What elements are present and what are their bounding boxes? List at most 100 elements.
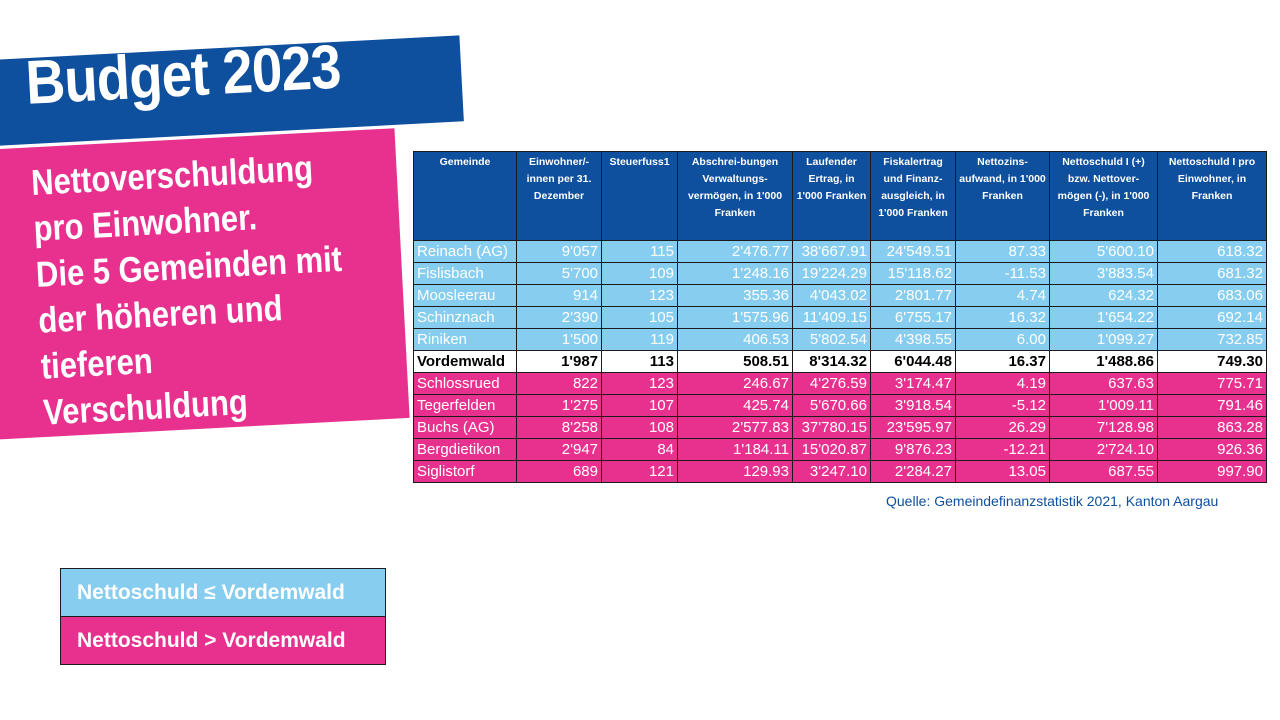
value-cell: 38'667.91 (792, 240, 871, 263)
value-cell: 4'043.02 (792, 284, 871, 307)
value-cell: 2'390 (516, 306, 602, 329)
value-cell: 3'883.54 (1049, 262, 1158, 285)
value-cell: 23'595.97 (870, 416, 956, 439)
value-cell: 7'128.98 (1049, 416, 1158, 439)
value-cell: 4'276.59 (792, 372, 871, 395)
value-cell: 6'755.17 (870, 306, 956, 329)
table-row: Riniken 1'500 119 406.53 5'802.54 4'398.55 6.0… (413, 328, 1267, 351)
value-cell: 84 (601, 438, 678, 461)
value-cell: 13.05 (955, 460, 1050, 483)
table-body: Reinach (AG) 9'057 115 2'476.77 38'667.91 24'… (413, 240, 1267, 483)
column-header: Einwohner/-innen per 31. Dezember (516, 151, 602, 241)
table-row: Moosleerau 914 123 355.36 4'043.02 2'801.77 4.… (413, 284, 1267, 307)
value-cell: 246.67 (677, 372, 793, 395)
value-cell: 1'488.86 (1049, 350, 1158, 373)
municipality-cell: Vordemwald (413, 350, 517, 373)
value-cell: 2'724.10 (1049, 438, 1158, 461)
value-cell: 508.51 (677, 350, 793, 373)
value-cell: 105 (601, 306, 678, 329)
value-cell: 3'174.47 (870, 372, 956, 395)
legend: Nettoschuld ≤ Vordemwald Nettoschuld > V… (60, 568, 386, 665)
municipality-cell: Moosleerau (413, 284, 517, 307)
municipality-cell: Reinach (AG) (413, 240, 517, 263)
value-cell: 115 (601, 240, 678, 263)
value-cell: 2'947 (516, 438, 602, 461)
value-cell: 692.14 (1157, 306, 1267, 329)
value-cell: 1'500 (516, 328, 602, 351)
value-cell: -11.53 (955, 262, 1050, 285)
value-cell: 3'918.54 (870, 394, 956, 417)
value-cell: 791.46 (1157, 394, 1267, 417)
value-cell: 121 (601, 460, 678, 483)
value-cell: 8'258 (516, 416, 602, 439)
value-cell: 689 (516, 460, 602, 483)
table-row: Reinach (AG) 9'057 115 2'476.77 38'667.91 24'… (413, 240, 1267, 263)
column-header: Steuerfuss1 (601, 151, 678, 241)
value-cell: 863.28 (1157, 416, 1267, 439)
column-header: Nettoschuld I (+) bzw. Nettover-mögen (-… (1049, 151, 1158, 241)
municipality-cell: Tegerfelden (413, 394, 517, 417)
value-cell: 2'577.83 (677, 416, 793, 439)
table-row: Buchs (AG) 8'258 108 2'577.83 37'780.15 23'59… (413, 416, 1267, 439)
table-row: Bergdietikon 2'947 84 1'184.11 15'020.87 9'87… (413, 438, 1267, 461)
value-cell: 107 (601, 394, 678, 417)
value-cell: 19'224.29 (792, 262, 871, 285)
municipality-cell: Fislisbach (413, 262, 517, 285)
municipality-cell: Buchs (AG) (413, 416, 517, 439)
value-cell: -12.21 (955, 438, 1050, 461)
value-cell: 109 (601, 262, 678, 285)
table-row: Schinznach 2'390 105 1'575.96 11'409.15 6'755… (413, 306, 1267, 329)
value-cell: 9'057 (516, 240, 602, 263)
municipality-cell: Riniken (413, 328, 517, 351)
value-cell: 1'184.11 (677, 438, 793, 461)
budget-table: Gemeinde Einwohner/-innen per 31. Dezemb… (413, 151, 1267, 483)
value-cell: 926.36 (1157, 438, 1267, 461)
value-cell: 1'987 (516, 350, 602, 373)
column-header: Nettoschuld I pro Einwohner, in Franken (1157, 151, 1267, 241)
value-cell: 123 (601, 372, 678, 395)
value-cell: 1'575.96 (677, 306, 793, 329)
value-cell: 618.32 (1157, 240, 1267, 263)
value-cell: 2'476.77 (677, 240, 793, 263)
column-header: Fiskalertrag und Finanz-ausgleich, in 1'… (870, 151, 956, 241)
value-cell: 683.06 (1157, 284, 1267, 307)
value-cell: 687.55 (1049, 460, 1158, 483)
value-cell: 997.90 (1157, 460, 1267, 483)
value-cell: 1'654.22 (1049, 306, 1158, 329)
table-row: Siglistorf 689 121 129.93 3'247.10 2'284.27 13… (413, 460, 1267, 483)
source-note: Quelle: Gemeindefinanzstatistik 2021, Ka… (886, 493, 1219, 509)
value-cell: 681.32 (1157, 262, 1267, 285)
municipality-cell: Schinznach (413, 306, 517, 329)
value-cell: -5.12 (955, 394, 1050, 417)
column-header: Abschrei-bungen Verwaltungs-vermögen, in… (677, 151, 793, 241)
value-cell: 15'020.87 (792, 438, 871, 461)
value-cell: 749.30 (1157, 350, 1267, 373)
value-cell: 6'044.48 (870, 350, 956, 373)
table-row: Fislisbach 5'700 109 1'248.16 19'224.29 15'11… (413, 262, 1267, 285)
subtitle: Nettoverschuldung pro Einwohner. Die 5 G… (30, 143, 371, 436)
column-header: Laufender Ertrag, in 1'000 Franken (792, 151, 871, 241)
value-cell: 123 (601, 284, 678, 307)
value-cell: 16.37 (955, 350, 1050, 373)
value-cell: 624.32 (1049, 284, 1158, 307)
value-cell: 11'409.15 (792, 306, 871, 329)
legend-item-low: Nettoschuld ≤ Vordemwald (61, 569, 385, 617)
value-cell: 16.32 (955, 306, 1050, 329)
value-cell: 108 (601, 416, 678, 439)
value-cell: 355.36 (677, 284, 793, 307)
value-cell: 4.19 (955, 372, 1050, 395)
table-row: Schlossrued 822 123 246.67 4'276.59 3'174.47 4… (413, 372, 1267, 395)
value-cell: 1'099.27 (1049, 328, 1158, 351)
value-cell: 775.71 (1157, 372, 1267, 395)
value-cell: 1'009.11 (1049, 394, 1158, 417)
value-cell: 26.29 (955, 416, 1050, 439)
value-cell: 732.85 (1157, 328, 1267, 351)
value-cell: 2'801.77 (870, 284, 956, 307)
value-cell: 822 (516, 372, 602, 395)
value-cell: 4.74 (955, 284, 1050, 307)
value-cell: 406.53 (677, 328, 793, 351)
value-cell: 8'314.32 (792, 350, 871, 373)
value-cell: 5'700 (516, 262, 602, 285)
value-cell: 6.00 (955, 328, 1050, 351)
value-cell: 5'802.54 (792, 328, 871, 351)
